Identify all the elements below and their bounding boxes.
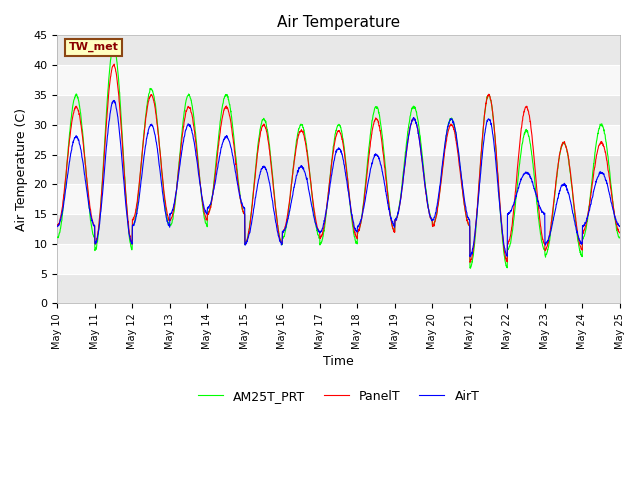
- Bar: [58, 184, 620, 214]
- AirT: [355, 222, 363, 228]
- PanelT: [367, 135, 375, 141]
- PanelT: [566, 170, 574, 176]
- PanelT: [110, 61, 118, 67]
- AM25T_PRT: [582, 226, 590, 231]
- AirT: [367, 164, 375, 169]
- Bar: [58, 214, 620, 244]
- Line: AirT: AirT: [58, 100, 620, 256]
- AirT: [211, 182, 218, 188]
- AirT: [502, 253, 510, 259]
- Line: AM25T_PRT: AM25T_PRT: [58, 46, 620, 268]
- PanelT: [54, 222, 61, 228]
- Bar: [58, 36, 620, 65]
- AM25T_PRT: [54, 235, 61, 240]
- AM25T_PRT: [109, 43, 117, 49]
- AirT: [582, 219, 590, 225]
- Text: TW_met: TW_met: [68, 42, 118, 52]
- Title: Air Temperature: Air Temperature: [277, 15, 400, 30]
- AM25T_PRT: [367, 125, 375, 131]
- Y-axis label: Air Temperature (C): Air Temperature (C): [15, 108, 28, 231]
- Bar: [58, 244, 620, 274]
- AirT: [616, 223, 623, 229]
- PanelT: [355, 226, 363, 232]
- PanelT: [502, 258, 510, 264]
- AM25T_PRT: [566, 171, 574, 177]
- Legend: AM25T_PRT, PanelT, AirT: AM25T_PRT, PanelT, AirT: [193, 385, 484, 408]
- Bar: [58, 125, 620, 155]
- AM25T_PRT: [616, 234, 623, 240]
- AM25T_PRT: [467, 265, 474, 271]
- PanelT: [582, 220, 590, 226]
- Bar: [58, 155, 620, 184]
- AirT: [54, 224, 61, 229]
- AirT: [110, 97, 118, 103]
- AM25T_PRT: [211, 174, 218, 180]
- AirT: [466, 253, 474, 259]
- PanelT: [466, 260, 474, 265]
- AM25T_PRT: [502, 263, 510, 268]
- AirT: [566, 199, 574, 204]
- X-axis label: Time: Time: [323, 355, 354, 368]
- PanelT: [211, 178, 218, 184]
- Bar: [58, 65, 620, 95]
- AM25T_PRT: [355, 227, 363, 233]
- Bar: [58, 95, 620, 125]
- Line: PanelT: PanelT: [58, 64, 620, 263]
- Bar: [58, 274, 620, 303]
- PanelT: [616, 230, 623, 236]
